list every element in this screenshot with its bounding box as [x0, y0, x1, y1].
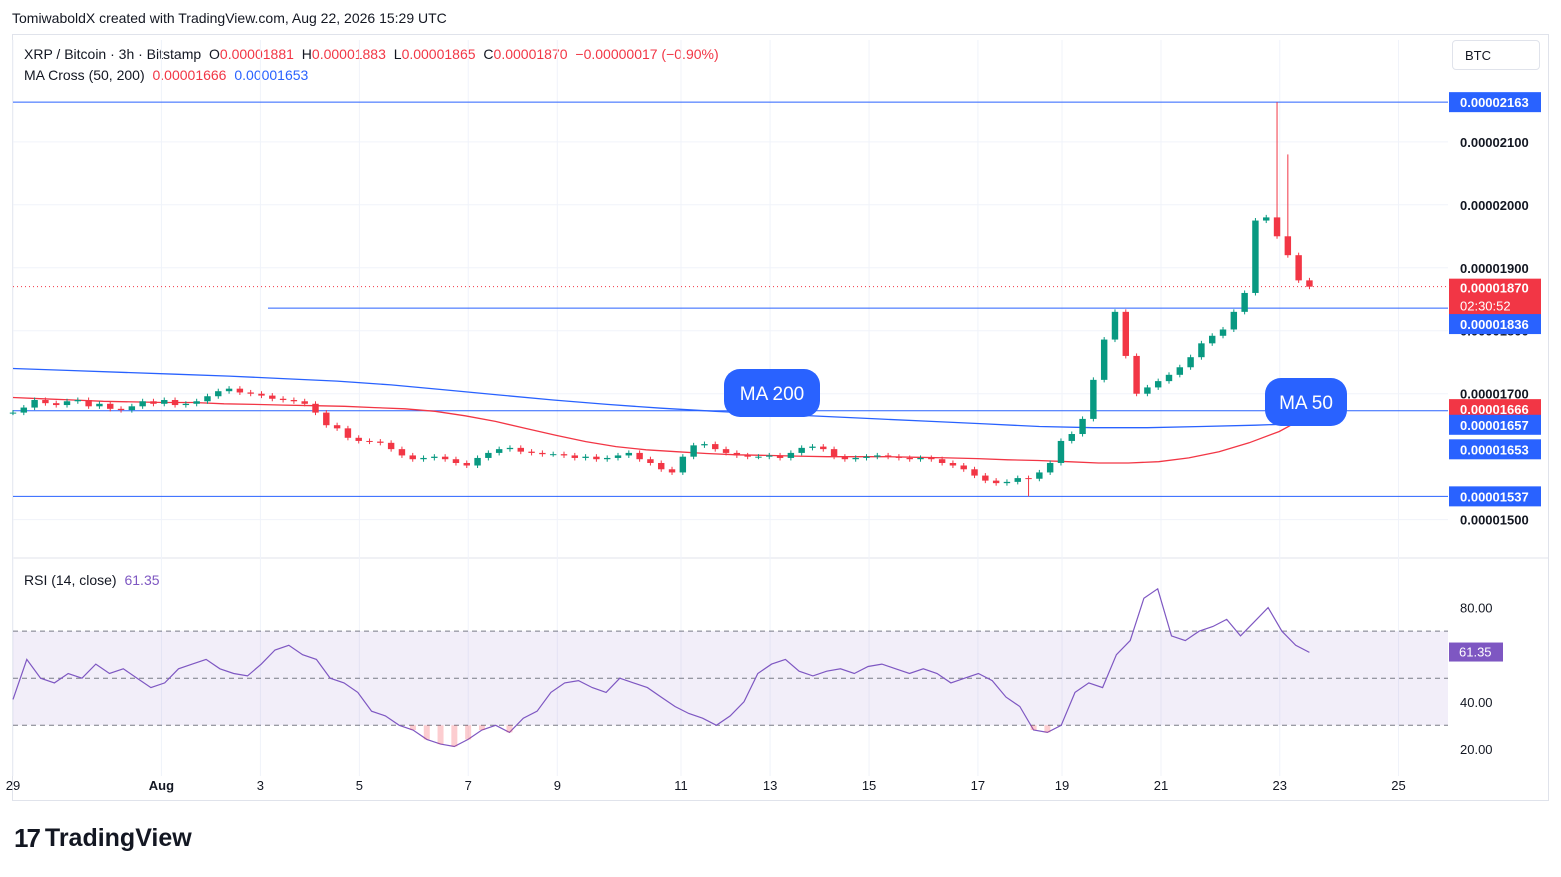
ma-legend: MA Cross (50, 200) 0.00001666 0.00001653	[24, 67, 312, 83]
low-value: 0.00001865	[401, 46, 476, 62]
close-label: C	[483, 46, 494, 62]
currency-button[interactable]: BTC	[1452, 40, 1540, 70]
open-value: 0.00001881	[219, 46, 294, 62]
close-value: 0.00001870	[493, 46, 568, 62]
chart-credit: TomiwaboldX created with TradingView.com…	[12, 10, 447, 26]
tradingview-mark-icon: 17	[14, 823, 41, 853]
ma-cross-label[interactable]: MA Cross (50, 200)	[24, 67, 145, 83]
rsi-legend: RSI (14, close) 61.35	[24, 572, 164, 588]
symbol-legend: XRP / Bitcoin · 3h · Bitstamp O0.0000188…	[24, 46, 723, 62]
ma50-value: 0.00001666	[152, 67, 227, 83]
low-label: L	[393, 46, 402, 62]
rsi-value: 61.35	[124, 572, 160, 588]
chart-frame	[12, 34, 1549, 801]
ma200-value: 0.00001653	[234, 67, 309, 83]
rsi-label[interactable]: RSI (14, close)	[24, 572, 117, 588]
high-value: 0.00001883	[311, 46, 386, 62]
open-label: O	[209, 46, 220, 62]
tradingview-logo[interactable]: 17 TradingView	[14, 823, 192, 854]
high-label: H	[301, 46, 312, 62]
change-value: −0.00000017 (−0.90%)	[575, 46, 719, 62]
symbol-name[interactable]: XRP / Bitcoin · 3h · Bitstamp	[24, 46, 202, 62]
tradingview-brand: TradingView	[44, 824, 192, 852]
